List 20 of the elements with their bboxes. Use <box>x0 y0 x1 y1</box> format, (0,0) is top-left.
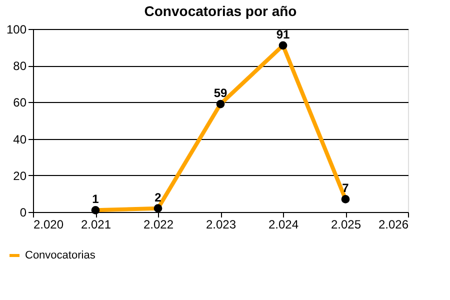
x-tick-label: 2.023 <box>206 218 236 232</box>
x-tick-label: 2.020 <box>34 218 64 232</box>
data-label: 2 <box>154 190 162 204</box>
legend-label: Convocatorias <box>25 250 96 262</box>
data-label: 1 <box>92 192 100 206</box>
data-label: 7 <box>342 181 350 196</box>
x-tick-label: 2.024 <box>268 218 299 232</box>
y-tick-label: 60 <box>13 96 27 110</box>
y-tick-label: 0 <box>20 206 27 220</box>
y-tick-label: 20 <box>13 168 27 183</box>
y-tick-label: 40 <box>13 132 27 146</box>
data-label: 91 <box>276 27 290 42</box>
chart-title: Convocatorias por año <box>144 3 297 19</box>
x-tick-label: 2.025 <box>330 218 362 232</box>
y-tick-label: 80 <box>13 59 27 74</box>
x-tick-label: 2.026 <box>378 218 409 232</box>
y-tick-label: 100 <box>6 22 27 36</box>
data-label: 59 <box>214 86 228 100</box>
x-tick-label: 2.021 <box>80 218 112 232</box>
x-tick-label: 2.022 <box>143 218 174 232</box>
